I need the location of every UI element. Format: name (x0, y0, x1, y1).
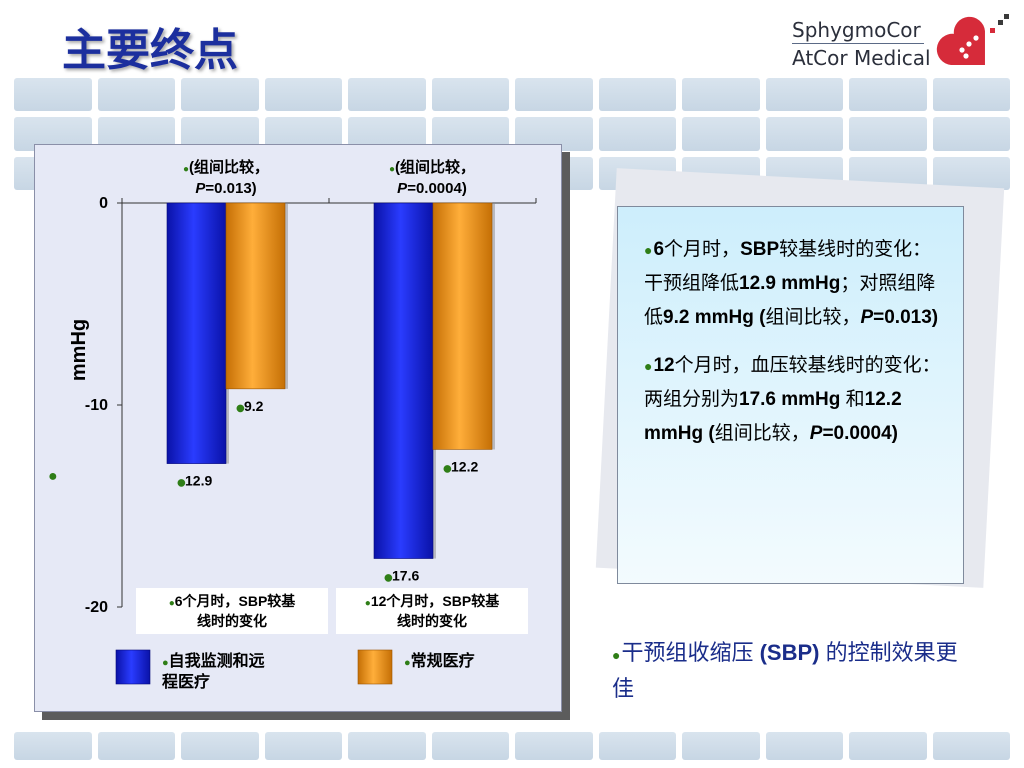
p-label: P (195, 180, 206, 197)
category-label-text: 线时的变化 (397, 613, 467, 629)
y-tick-label-0: 0 (99, 195, 108, 212)
legend-item-1: ●常规医疗 (357, 649, 475, 685)
logo-separator (792, 43, 924, 44)
bullet-icon: ● (612, 647, 621, 663)
conclusion-text: ●干预组收缩压 (SBP) 的控制效果更佳 (612, 640, 958, 701)
background-tiles-bottom (14, 732, 1010, 760)
bullet-icon: ● (644, 358, 653, 374)
category-label-text: 12个月时，SBP较基 (371, 593, 500, 609)
logo-line-2: AtCor Medical (792, 46, 931, 70)
p-value-annotation-1: ●(组间比较， P=0.0004) (389, 158, 475, 197)
p-value: =0.013) (205, 180, 256, 197)
bar-control-1 (432, 202, 493, 450)
bullet-icon: ● (183, 164, 189, 175)
annotation-line-2: P=0.0004) (397, 180, 467, 197)
bullet-icon: ● (389, 164, 395, 175)
data-label-0-1: ● 17.6 (384, 568, 419, 584)
y-tick-label-2: -20 (85, 599, 108, 616)
y-axis-label: mmHg (68, 318, 90, 382)
annotation-line-1: ●(组间比较， (389, 158, 475, 176)
bullet-icon: ● (177, 478, 186, 489)
bullet-icon: ● (404, 657, 411, 669)
p-label: P (397, 180, 408, 197)
annotation-line-1: ●(组间比较， (183, 158, 269, 176)
bar-intervention-0 (166, 202, 227, 464)
finding-6-months: ●6个月时，SBP较基线时的变化：干预组降低12.9 mmHg；对照组降低9.2… (644, 239, 939, 328)
legend-label-line: ●自我监测和远 (162, 651, 265, 670)
category-label-text: 线时的变化 (197, 613, 267, 629)
data-label-1-1: ● 12.2 (443, 458, 478, 474)
annotation-text: (组间比较， (395, 158, 475, 176)
legend-label-text: 程医疗 (162, 672, 210, 691)
category-label-line: ●12个月时，SBP较基 (365, 593, 500, 609)
category-label-bg (336, 588, 528, 634)
legend-swatch (357, 649, 393, 685)
p-value-annotation-0: ●(组间比较， P=0.013) (183, 158, 269, 197)
category-label-text: 6个月时，SBP较基 (175, 593, 297, 609)
bullet-icon: ● (443, 463, 452, 474)
ylabel-bullet: ● (48, 468, 58, 485)
heart-logo-icon (936, 14, 1009, 65)
bullet-icon: ● (169, 598, 175, 609)
data-label-0-0: ● 12.9 (177, 473, 212, 489)
bar-control-0 (225, 202, 286, 390)
sphygmocor-logo: SphygmoCor AtCor Medical (792, 14, 1014, 70)
legend-label-line: 程医疗 (162, 672, 210, 691)
bullet-icon: ● (236, 403, 245, 414)
category-label-1: ●12个月时，SBP较基线时的变化 (336, 588, 528, 634)
y-tick-label-1: -10 (85, 397, 108, 414)
category-label-bg (136, 588, 328, 634)
legend-label-text: 常规医疗 (411, 651, 475, 670)
data-label-text: 9.2 (244, 398, 264, 414)
data-label-text: 17.6 (392, 568, 419, 584)
annotation-text: (组间比较， (189, 158, 269, 176)
category-label-line: 线时的变化 (197, 613, 267, 629)
findings-callout: ●6个月时，SBP较基线时的变化：干预组降低12.9 mmHg；对照组降低9.2… (617, 206, 964, 584)
data-label-text: 12.2 (451, 458, 478, 474)
bullet-icon: ● (644, 242, 653, 258)
category-label-line: 线时的变化 (397, 613, 467, 629)
legend-label-text: 自我监测和远 (169, 651, 265, 670)
data-label-1-0: ● 9.2 (236, 398, 264, 414)
category-label-line: ●6个月时，SBP较基 (169, 593, 297, 609)
legend-swatch (115, 649, 151, 685)
logo-line-1: SphygmoCor (792, 18, 921, 42)
category-label-0: ●6个月时，SBP较基线时的变化 (136, 588, 328, 634)
finding-12-months: ●12个月时，血压较基线时的变化：两组分别为17.6 mmHg 和12.2 mm… (644, 355, 941, 444)
bullet-icon: ● (384, 573, 393, 584)
p-value: =0.0004) (407, 180, 467, 197)
legend-label-line: ●常规医疗 (404, 651, 475, 670)
slide-title: 主要终点 (62, 25, 238, 76)
bullet-icon: ● (162, 657, 169, 669)
bar-intervention-1 (373, 202, 434, 559)
annotation-line-2: P=0.013) (195, 180, 256, 197)
data-label-text: 12.9 (185, 473, 212, 489)
bullet-icon: ● (365, 598, 371, 609)
